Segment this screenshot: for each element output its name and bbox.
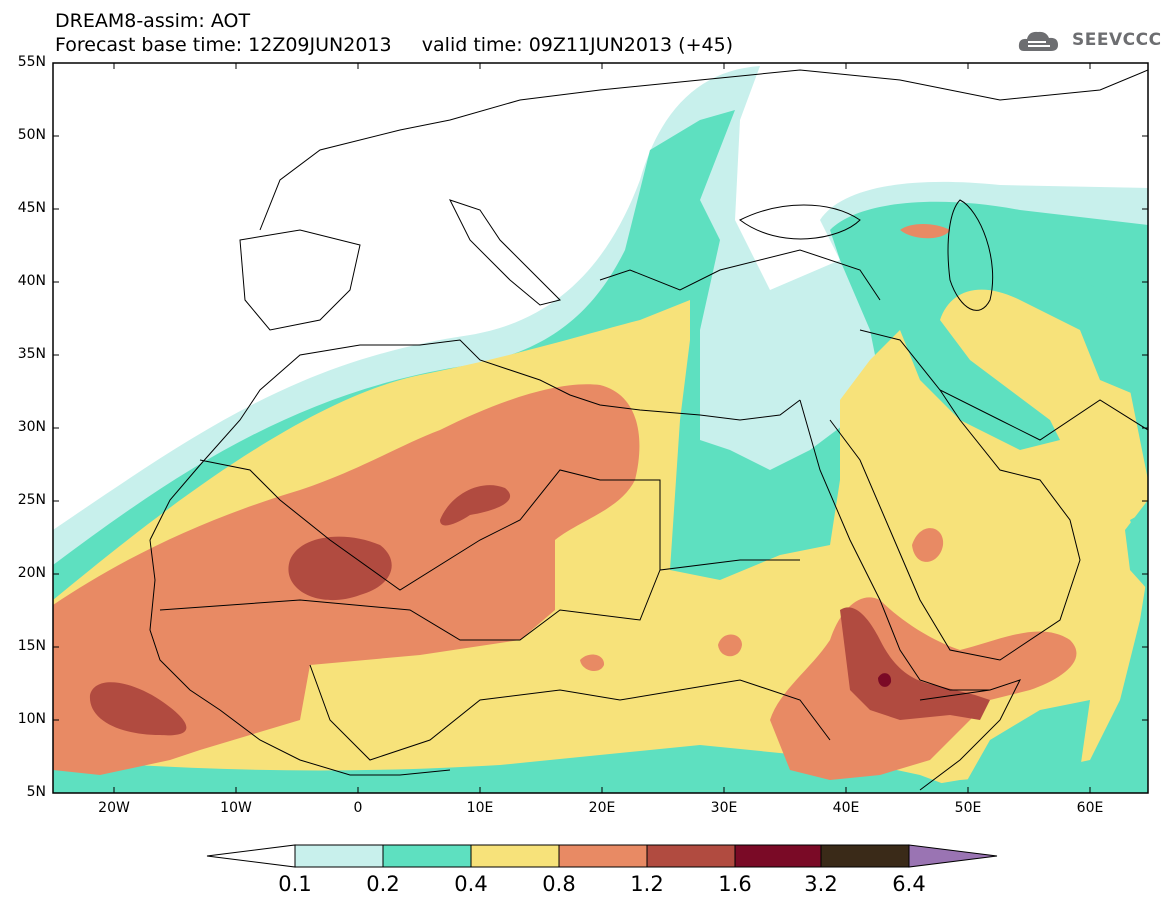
- colorbar-bin-4: [558, 844, 648, 868]
- coastline-blacksea: [739, 204, 861, 240]
- lon-label: 30E: [710, 800, 738, 816]
- colorbar-bin-1: [294, 844, 384, 868]
- aot-band-1.2: [288, 536, 392, 601]
- aot-band-1.6: [878, 673, 892, 687]
- coastline-horn: [919, 679, 1021, 791]
- lon-label: 10W: [220, 800, 252, 816]
- aot-band-0.8: [912, 528, 944, 562]
- coastline-iberia: [239, 229, 361, 331]
- colorbar-label: 0.4: [454, 872, 488, 896]
- aot-contours: [53, 63, 1148, 793]
- coastline-arabia: [829, 389, 1081, 661]
- aot-lobe-0.2: [53, 745, 960, 793]
- coastlines: [149, 69, 1148, 791]
- coastline-nafrica: [149, 339, 801, 541]
- colorbar-over: [908, 844, 998, 868]
- coastline-redsea: [799, 399, 990, 691]
- aot-band-1.2: [440, 485, 511, 526]
- colorbar-label: 1.2: [630, 872, 664, 896]
- aot-band-1.2: [840, 607, 990, 720]
- lat-label: 20N: [17, 565, 46, 581]
- lat-label: 45N: [17, 200, 46, 216]
- aot-band-0.8: [900, 224, 950, 239]
- lat-label: 35N: [17, 346, 46, 362]
- colorbar-label: 0.1: [278, 872, 312, 896]
- lon-label: 0: [353, 800, 363, 816]
- border-sahel: [159, 569, 661, 641]
- colorbar-under: [206, 844, 296, 868]
- aot-lobe-0.2: [1125, 500, 1148, 590]
- lat-label: 40N: [17, 273, 46, 289]
- lon-label: 50E: [954, 800, 982, 816]
- colorbar: [206, 844, 998, 868]
- border-mideast: [859, 329, 1148, 441]
- lat-label: 25N: [17, 492, 46, 508]
- lat-label: 55N: [17, 54, 46, 70]
- lat-label: 15N: [17, 638, 46, 654]
- forecast-time: Forecast base time: 12Z09JUN2013 valid t…: [55, 34, 734, 56]
- colorbar-label: 6.4: [892, 872, 926, 896]
- lat-label: 50N: [17, 127, 46, 143]
- colorbar-label: 0.2: [366, 872, 400, 896]
- coastline-europe: [259, 69, 1148, 231]
- colorbar-bin-5: [646, 844, 736, 868]
- coastline-italy: [449, 199, 561, 306]
- coastline-greece-turkey: [599, 249, 881, 301]
- map-title: DREAM8-assim: AOT: [55, 10, 251, 32]
- lon-label: 10E: [466, 800, 494, 816]
- cloud-icon: [1018, 31, 1058, 51]
- colorbar-bin-6: [734, 844, 822, 868]
- aot-band-1.2: [89, 682, 187, 736]
- lon-label: 40E: [832, 800, 860, 816]
- aot-band-0.8: [580, 654, 605, 672]
- lat-ticks: [53, 62, 1148, 794]
- lon-label: 60E: [1076, 800, 1104, 816]
- colorbar-label: 3.2: [804, 872, 838, 896]
- lat-label: 5N: [26, 784, 46, 800]
- lat-label: 30N: [17, 419, 46, 435]
- lon-label: 20W: [98, 800, 130, 816]
- border-central-africa: [309, 664, 831, 761]
- logo-text: SEEVCCC: [1072, 30, 1162, 50]
- aot-lobe-0.2: [900, 243, 1148, 450]
- colorbar-bin-7: [820, 844, 910, 868]
- lon-label: 20E: [588, 800, 616, 816]
- colorbar-bin-3: [470, 844, 560, 868]
- colorbar-bin-2: [382, 844, 472, 868]
- colorbar-label: 1.6: [718, 872, 752, 896]
- aot-lobe-0.2: [960, 700, 1090, 793]
- colorbar-label: 0.8: [542, 872, 576, 896]
- aot-band-0.8: [718, 634, 742, 657]
- lat-label: 10N: [17, 711, 46, 727]
- coastline-westafrica: [149, 539, 451, 776]
- coastline-caspian: [947, 199, 994, 311]
